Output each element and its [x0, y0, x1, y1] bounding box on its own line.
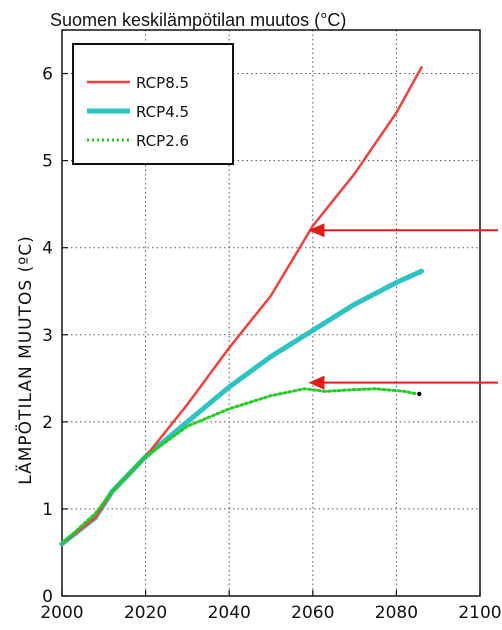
- legend: RCP8.5 RCP4.5 RCP2.6: [72, 43, 234, 165]
- legend-label-rcp85: RCP8.5: [136, 74, 189, 92]
- series-lines: [59, 66, 424, 547]
- annotation-arrow-head: [308, 375, 325, 390]
- endpoint-markers: [417, 391, 422, 397]
- legend-label-rcp26: RCP2.6: [136, 132, 189, 150]
- legend-frame: [72, 43, 234, 165]
- series-line-rcp26: [60, 387, 419, 546]
- legend-label-rcp45: RCP4.5: [136, 103, 189, 121]
- x-tick-label: 2000: [40, 603, 83, 623]
- chart-title: Suomen keskilämpötilan muutos (°C): [50, 10, 346, 30]
- y-tick-label: 4: [42, 239, 53, 259]
- y-tick-label: 3: [42, 326, 53, 346]
- x-tick-label: 2100: [458, 603, 501, 623]
- plot-frame: [61, 29, 481, 597]
- y-axis-label: LÄMPÖTILAN MUUTOS (ºC): [14, 235, 36, 484]
- y-tick-label: 2: [42, 413, 53, 433]
- rcp26-end-marker: [417, 391, 422, 397]
- tick-labels: 2000 2020 2040 2060 2080 2100 0 1 2 3 4 5 6: [40, 65, 501, 623]
- series-line-rcp45: [59, 268, 424, 547]
- annotations: [308, 223, 498, 390]
- y-tick-label: 1: [42, 500, 53, 520]
- x-tick-label: 2060: [291, 603, 334, 623]
- x-tick-label: 2080: [375, 603, 418, 623]
- x-tick-label: 2020: [124, 603, 167, 623]
- y-tick-label: 0: [42, 587, 53, 607]
- x-tick-label: 2040: [208, 603, 251, 623]
- y-tick-label: 6: [42, 65, 53, 85]
- y-tick-label: 5: [42, 152, 53, 172]
- annotation-arrow-head: [308, 223, 325, 238]
